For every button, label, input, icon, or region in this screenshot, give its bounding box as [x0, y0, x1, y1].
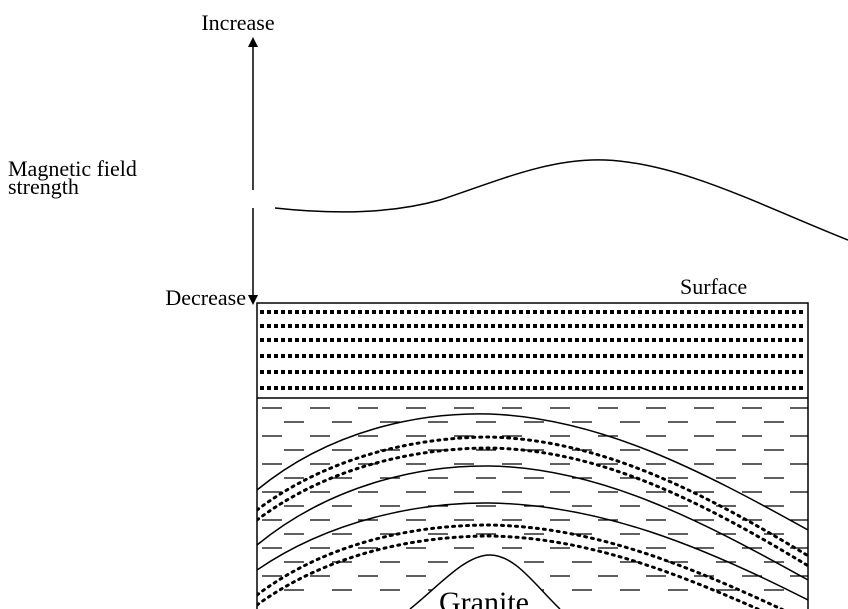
section-box	[256, 302, 809, 609]
axis-label: strength	[8, 174, 79, 199]
fold-dots	[257, 435, 808, 558]
sandstone-layer	[260, 310, 806, 390]
fold-line	[257, 413, 808, 531]
fold-line	[257, 465, 808, 581]
decrease-label: Decrease	[165, 285, 246, 310]
granite-body	[409, 554, 561, 609]
shale-layer	[262, 407, 808, 591]
magnetic-profile	[274, 159, 848, 241]
surface-label: Surface	[680, 274, 747, 299]
fold-dots	[257, 446, 808, 568]
granite-label: Granite	[439, 586, 529, 609]
axis-label: Magnetic field	[8, 156, 137, 181]
increase-label: Increase	[201, 10, 274, 35]
fold-line	[257, 502, 808, 601]
fold-dots	[257, 523, 785, 609]
folded-layers	[257, 413, 808, 609]
fold-dots	[257, 534, 762, 609]
